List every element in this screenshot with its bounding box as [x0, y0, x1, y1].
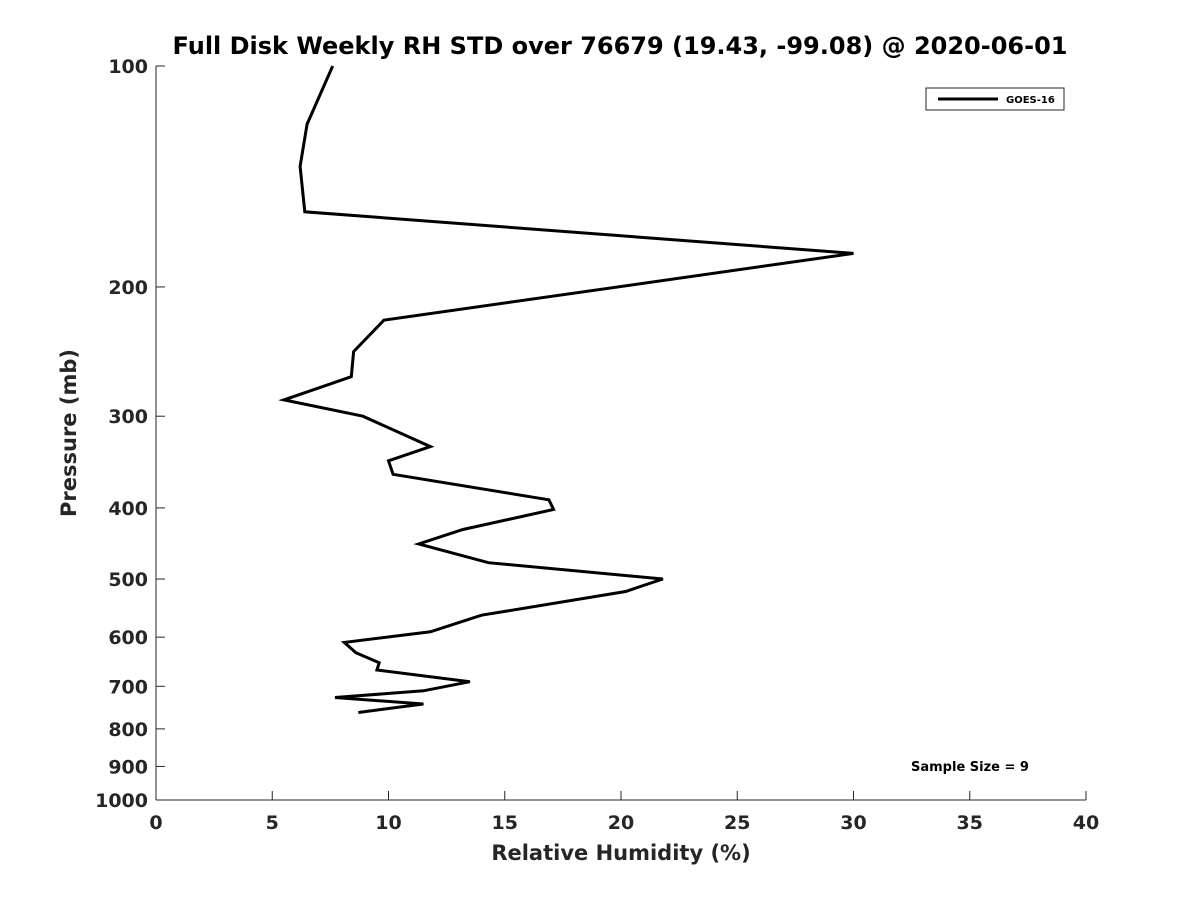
y-tick-label: 900	[108, 756, 148, 778]
y-axis-label: Pressure (mb)	[57, 349, 81, 517]
x-tick-label: 40	[1073, 812, 1099, 834]
x-tick-label: 25	[724, 812, 750, 834]
series-line-goes-16	[278, 65, 854, 714]
x-tick-label: 0	[149, 812, 162, 834]
y-tick-label: 300	[108, 406, 148, 428]
x-tick-label: 10	[375, 812, 401, 834]
x-axis-ticks: 0 5 10 15 20 25 30 35 40	[149, 791, 1099, 834]
y-tick-label: 700	[108, 676, 148, 698]
chart-title: Full Disk Weekly RH STD over 76679 (19.4…	[173, 32, 1068, 60]
x-tick-label: 20	[608, 812, 634, 834]
y-tick-label: 1000	[95, 790, 148, 812]
x-axis-label: Relative Humidity (%)	[491, 841, 750, 865]
y-tick-label: 400	[108, 498, 148, 520]
y-tick-label: 500	[108, 569, 148, 591]
y-tick-label: 600	[108, 627, 148, 649]
y-tick-label: 200	[108, 277, 148, 299]
x-tick-label: 5	[266, 812, 279, 834]
y-axis-ticks: 100 200 300 400 500 600 700 800 900 1000	[95, 56, 165, 812]
x-tick-label: 35	[957, 812, 983, 834]
series-layer	[278, 65, 854, 714]
legend-label-goes-16: GOES-16	[1006, 95, 1055, 106]
sample-size-annotation: Sample Size = 9	[911, 760, 1029, 775]
x-tick-label: 30	[840, 812, 866, 834]
plot-area	[155, 66, 1086, 801]
y-tick-label: 100	[108, 56, 148, 78]
y-tick-label: 800	[108, 719, 148, 741]
legend: GOES-16	[925, 87, 1065, 111]
x-tick-label: 15	[492, 812, 518, 834]
